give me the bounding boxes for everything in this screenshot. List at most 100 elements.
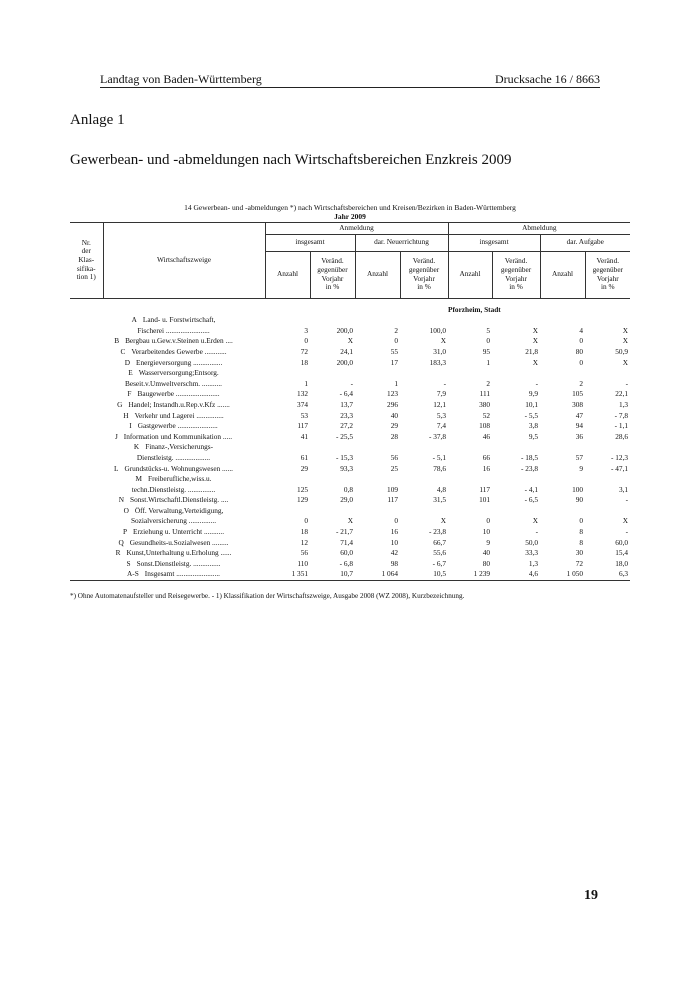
change-header-line: in % — [325, 282, 340, 292]
table-row: I Gastgewerbe ...................... 117 27… — [70, 421, 630, 432]
branch-cell: I Gastgewerbe ...................... — [70, 421, 265, 432]
value-cell: 7,4 — [436, 421, 447, 431]
value-cell: 90 — [575, 495, 584, 505]
header-rule — [100, 87, 600, 88]
table-row: O Öff. Verwaltung,Verteidigung, Sozialvers… — [70, 506, 630, 527]
count-header: Anzahl — [354, 251, 400, 299]
change-header-line: gegenüber — [408, 265, 440, 274]
value-cell: 10 — [390, 537, 398, 547]
value-cell: 1 — [486, 357, 491, 367]
value-cell: 9 — [486, 537, 491, 547]
value-cell: - 6,7 — [432, 558, 447, 568]
value-cell: 1,3 — [618, 399, 629, 409]
branch-cell: Q Gesundheits-u.Sozialwesen ......... — [70, 538, 265, 549]
value-cell: 4 — [579, 325, 584, 335]
value-cell: 95 — [482, 346, 491, 356]
table-row: S Sonst.Dienstleistg. ............... 110 -… — [70, 559, 630, 570]
branch-cell: D Energieversorgung ................ — [70, 358, 265, 369]
branch-code: P — [122, 527, 128, 537]
value-cell: X — [622, 325, 629, 335]
branch-code: E — [128, 368, 133, 378]
value-cell: 17 — [390, 357, 398, 367]
value-cell: X — [532, 516, 539, 526]
value-cell: 3,1 — [618, 484, 629, 494]
branch-code: N — [118, 495, 125, 505]
value-cell: 2 — [579, 378, 584, 388]
change-header: Veränd. gegenüber Vorjahr in % — [399, 251, 449, 299]
group-header: Anmeldung — [264, 222, 449, 235]
value-cell: - 6,4 — [339, 389, 353, 399]
value-cell: 129 — [297, 495, 308, 505]
change-header-line: in % — [417, 282, 431, 292]
subgroup-header: dar. Neuerrichtung — [354, 234, 449, 252]
value-cell: 31,5 — [433, 495, 447, 505]
branch-line: N Sonst.Wirtschaftl.Dienstleistg. .... — [84, 495, 263, 506]
branch-line: I Gastgewerbe ...................... — [84, 421, 263, 432]
value-cell: 0 — [579, 516, 584, 526]
branch-code: J — [114, 431, 118, 441]
value-cell: X — [622, 516, 629, 526]
value-cell: X — [347, 516, 353, 526]
value-cell: X — [532, 357, 539, 367]
branch-code: A — [131, 315, 137, 325]
value-cell: 1 239 — [448, 569, 493, 582]
branch-cell: L Grundstücks-u. Wohnungswesen ...... — [70, 464, 265, 475]
value-cell: 111 — [479, 389, 491, 399]
branch-name: Dienstleistg. ................... — [136, 452, 211, 462]
value-cell: 1 — [304, 378, 308, 388]
value-cell: 12 — [300, 537, 308, 547]
change-header-line: Vorjahr — [596, 273, 619, 283]
change-header-line: in % — [509, 282, 523, 292]
subgroup-header: insgesamt — [264, 234, 355, 252]
title: Gewerbean- und -abmeldungen nach Wirtsch… — [70, 152, 512, 168]
branch-code: G — [117, 399, 123, 409]
value-cell: 98 — [390, 558, 398, 568]
value-cell: 56 — [300, 548, 308, 558]
value-cell: 380 — [479, 399, 491, 409]
branch-line: K Finanz-,Versicherungs- — [84, 442, 263, 453]
header-row: insgesamt dar. Neuerrichtung insgesamt dar.… — [70, 234, 631, 252]
value-cell: 9,5 — [528, 431, 539, 441]
value-cell: 0,8 — [343, 484, 353, 494]
branch-name: Öff. Verwaltung,Verteidigung, — [134, 505, 224, 515]
value-cell: 22,1 — [615, 389, 629, 399]
table-row: L Grundstücks-u. Wohnungswesen ...... 29 93… — [70, 464, 630, 475]
branch-code: H — [123, 410, 129, 420]
count-header: Anzahl — [264, 251, 310, 299]
value-cell: 94 — [575, 421, 584, 431]
change-header: Veränd. gegenüber Vorjahr in % — [584, 251, 631, 299]
nr-header: Nr. der Klas-sifika-tion 1) — [70, 222, 103, 299]
change-header-line: Veränd. — [504, 256, 528, 266]
branch-cell: H Verkehr und Lagerei ............... — [70, 411, 265, 422]
branch-name: Sozialversicherung ............... — [130, 516, 217, 526]
header-row: Nr. der Klas-sifika-tion 1) Wirtschaftszwei… — [70, 222, 631, 299]
value-cell: 10,5 — [400, 569, 449, 582]
change-header: Veränd. gegenüber Vorjahr in % — [491, 251, 541, 299]
value-cell: 80 — [575, 346, 584, 356]
value-cell: X — [532, 336, 539, 346]
value-cell: 18 — [300, 527, 308, 537]
value-cell: 29,0 — [340, 495, 353, 505]
branch-line: H Verkehr und Lagerei ............... — [84, 411, 263, 422]
value-cell: 29 — [390, 421, 398, 431]
value-cell: 109 — [387, 484, 398, 494]
branch-cell: P Erziehung u. Unterricht ........... — [70, 527, 265, 538]
branch-line: Dienstleistg. ................... — [84, 453, 263, 464]
value-cell: 100,0 — [429, 325, 447, 335]
branch-code: D — [124, 357, 130, 367]
value-cell: X — [440, 516, 447, 526]
value-cell: 200,0 — [336, 357, 353, 367]
branch-name: Energieversorgung ................ — [136, 357, 223, 367]
branch-name: Gesundheits-u.Sozialwesen ......... — [129, 537, 229, 547]
change-header-line: gegenüber — [592, 265, 623, 274]
value-cell: 0 — [579, 357, 584, 367]
branch-line: E Wasserversorgung;Entsorg. — [84, 368, 263, 379]
value-cell: 25 — [390, 463, 398, 473]
value-cell: - 23,8 — [521, 463, 539, 473]
branch-line: Q Gesundheits-u.Sozialwesen ......... — [84, 538, 263, 549]
value-cell: 55,6 — [433, 548, 447, 558]
footnote: *) Ohne Automatenaufsteller und Reisegew… — [70, 592, 465, 600]
value-cell: 6,3 — [585, 569, 631, 582]
branch-cell: J Information und Kommunikation ..... — [70, 432, 265, 443]
value-cell: 100 — [572, 484, 584, 494]
